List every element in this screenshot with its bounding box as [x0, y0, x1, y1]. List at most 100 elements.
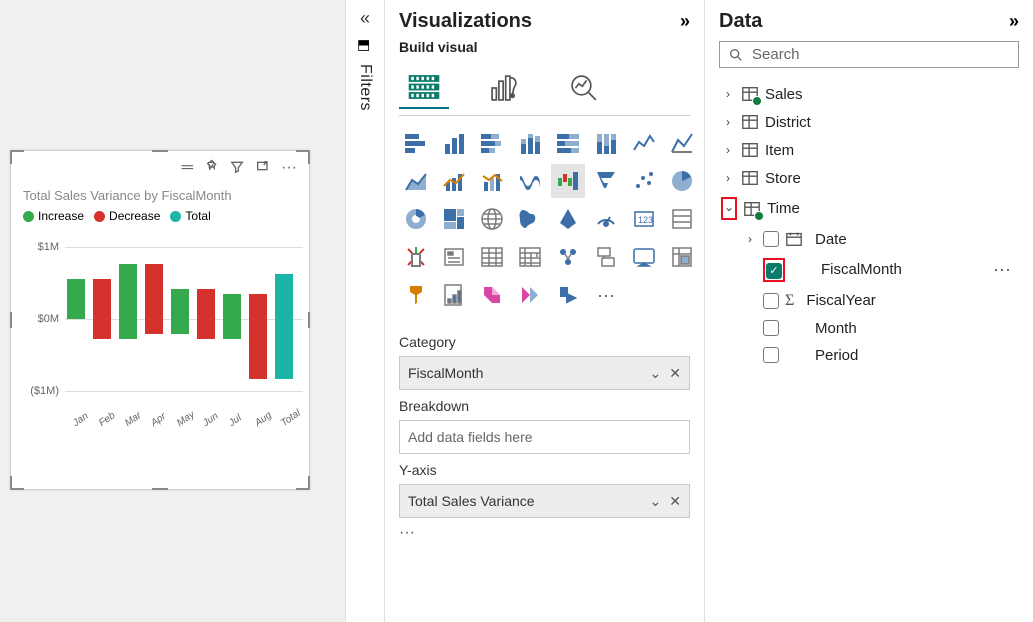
viz-type-filled-map[interactable]: [513, 202, 547, 236]
viz-type-clustered-column[interactable]: [513, 126, 547, 160]
field-checkbox[interactable]: [763, 347, 779, 363]
viz-type-automate[interactable]: [551, 278, 585, 312]
expand-filters-icon[interactable]: [360, 8, 370, 29]
viz-type-more[interactable]: ···: [589, 278, 623, 312]
viz-type-key-influencers[interactable]: [665, 240, 699, 274]
field-more-icon[interactable]: ···: [993, 259, 1017, 280]
waterfall-bar[interactable]: [93, 279, 111, 339]
chevron-icon[interactable]: [721, 115, 735, 129]
viz-type-azure-map[interactable]: [551, 202, 585, 236]
waterfall-bar[interactable]: [249, 294, 267, 379]
collapse-viz-icon[interactable]: [680, 11, 690, 32]
viz-type-kpi[interactable]: [399, 240, 433, 274]
viz-type-table[interactable]: [475, 240, 509, 274]
viz-type-stacked-bar-100[interactable]: [551, 126, 585, 160]
viz-type-waterfall[interactable]: [551, 164, 585, 198]
viz-type-map[interactable]: [475, 202, 509, 236]
field-row[interactable]: Period: [719, 342, 1019, 369]
viz-type-narrative[interactable]: [437, 278, 471, 312]
viz-type-donut[interactable]: [399, 202, 433, 236]
report-canvas[interactable]: ═ ··· Total Sales Variance by FiscalMont…: [0, 0, 345, 622]
viz-type-stacked-column[interactable]: [475, 126, 509, 160]
waterfall-bar[interactable]: [171, 289, 189, 334]
table-row[interactable]: Store: [719, 164, 1019, 192]
viz-type-line[interactable]: [627, 126, 661, 160]
well-remove-icon[interactable]: ✕: [669, 365, 681, 382]
well-breakdown[interactable]: Add data fields here: [399, 420, 690, 454]
chevron-icon[interactable]: [743, 232, 757, 246]
resize-handle-bl[interactable]: [10, 476, 24, 490]
viz-type-clustered-bar[interactable]: [437, 126, 471, 160]
field-checkbox[interactable]: [763, 231, 779, 247]
viz-type-py-visual[interactable]: [589, 240, 623, 274]
drag-handle-icon[interactable]: ═: [182, 159, 193, 180]
viz-type-stacked-column-100[interactable]: [589, 126, 623, 160]
chevron-icon[interactable]: [721, 171, 735, 185]
search-input[interactable]: Search: [719, 41, 1019, 68]
well-remove-icon[interactable]: ✕: [669, 493, 681, 510]
viz-type-slicer[interactable]: [437, 240, 471, 274]
viz-type-paginated[interactable]: [475, 278, 509, 312]
tab-format-visual[interactable]: [479, 67, 529, 109]
waterfall-bar[interactable]: [197, 289, 215, 339]
field-checkbox[interactable]: [763, 293, 779, 309]
viz-type-matrix[interactable]: [513, 240, 547, 274]
viz-type-multi-row-card[interactable]: [665, 202, 699, 236]
tab-analytics[interactable]: [559, 67, 609, 109]
table-row[interactable]: District: [719, 108, 1019, 136]
table-row[interactable]: Sales: [719, 80, 1019, 108]
viz-type-card[interactable]: 123: [627, 202, 661, 236]
viz-type-powerapps[interactable]: [513, 278, 547, 312]
viz-type-line-stacked-column[interactable]: [437, 164, 471, 198]
focus-mode-icon[interactable]: [255, 159, 271, 180]
viz-type-qa[interactable]: [627, 240, 661, 274]
viz-type-stacked-bar[interactable]: [399, 126, 433, 160]
resize-handle-bottom[interactable]: [152, 488, 168, 490]
pin-icon[interactable]: [203, 159, 219, 180]
resize-handle-left[interactable]: [10, 312, 12, 328]
waterfall-bar[interactable]: [119, 264, 137, 339]
field-checkbox[interactable]: ✓: [766, 263, 782, 279]
viz-type-r-visual[interactable]: [551, 240, 585, 274]
waterfall-bar[interactable]: [275, 274, 293, 379]
resize-handle-right[interactable]: [308, 312, 310, 328]
viz-type-line-clustered-column[interactable]: [475, 164, 509, 198]
chevron-icon[interactable]: [724, 202, 734, 216]
more-options-icon[interactable]: ···: [281, 159, 297, 180]
field-row[interactable]: ΣFiscalYear: [719, 287, 1019, 315]
viz-type-pie[interactable]: [665, 164, 699, 198]
chevron-icon[interactable]: [721, 143, 735, 157]
field-row[interactable]: ✓FiscalMonth···: [719, 253, 1019, 287]
filter-icon[interactable]: [229, 159, 245, 180]
viz-type-scatter[interactable]: [627, 164, 661, 198]
filters-rail-collapsed[interactable]: ◧ Filters: [345, 0, 385, 622]
field-row[interactable]: Date: [719, 225, 1019, 253]
field-checkbox[interactable]: [763, 320, 779, 336]
table-row[interactable]: Time: [719, 192, 1019, 225]
viz-type-area[interactable]: [665, 126, 699, 160]
resize-handle-top[interactable]: [152, 150, 168, 152]
well-yaxis[interactable]: Total Sales Variance ⌄✕: [399, 484, 690, 518]
resize-handle-tl[interactable]: [10, 150, 24, 164]
field-row[interactable]: Month: [719, 315, 1019, 342]
waterfall-visual[interactable]: ═ ··· Total Sales Variance by FiscalMont…: [10, 150, 310, 490]
resize-handle-tr[interactable]: [296, 150, 310, 164]
viz-type-treemap[interactable]: [437, 202, 471, 236]
collapse-data-icon[interactable]: [1009, 11, 1019, 32]
resize-handle-br[interactable]: [296, 476, 310, 490]
well-chevron-icon[interactable]: ⌄: [650, 365, 662, 382]
waterfall-bar[interactable]: [145, 264, 163, 334]
viz-type-funnel[interactable]: [589, 164, 623, 198]
well-chevron-icon[interactable]: ⌄: [650, 493, 662, 510]
chevron-icon[interactable]: [721, 87, 735, 101]
tab-build-visual[interactable]: [399, 67, 449, 109]
well-category[interactable]: FiscalMonth ⌄✕: [399, 356, 690, 390]
viz-type-stacked-area[interactable]: [399, 164, 433, 198]
waterfall-bar[interactable]: [67, 279, 85, 319]
viz-type-decomposition[interactable]: [399, 278, 433, 312]
table-row[interactable]: Item: [719, 136, 1019, 164]
waterfall-bar[interactable]: [223, 294, 241, 339]
more-wells-icon[interactable]: ···: [399, 524, 690, 542]
viz-type-ribbon[interactable]: [513, 164, 547, 198]
viz-type-gauge[interactable]: [589, 202, 623, 236]
